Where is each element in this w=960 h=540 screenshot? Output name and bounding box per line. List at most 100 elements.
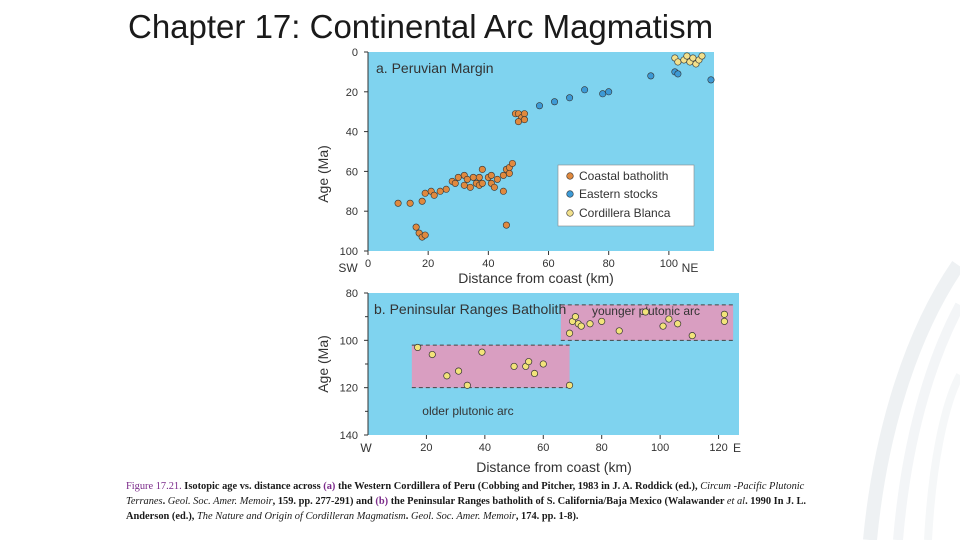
- caption-italic: Circum -Pacific Plutonic Terranes: [126, 481, 805, 507]
- pluton-age-point: [615, 327, 623, 335]
- y-tick-label: 80: [346, 206, 358, 218]
- x-tick-label: 20: [422, 258, 434, 270]
- caption-italic: et al: [726, 496, 746, 507]
- coastal-batholith-point: [508, 159, 516, 167]
- pluton-age-point: [443, 372, 451, 380]
- eastern-stocks-point: [707, 76, 715, 84]
- coastal-batholith-point: [487, 171, 495, 179]
- coastal-batholith-point: [442, 185, 450, 193]
- pluton-age-point: [577, 322, 585, 330]
- pluton-age-point: [566, 381, 574, 389]
- pluton-age-point: [525, 358, 533, 366]
- cordillera-blanca-point: [683, 52, 691, 60]
- caption-text: the Peninsular Ranges batholith of S. Ca…: [388, 496, 727, 507]
- caption-text: the Western Cordillera of Peru (Cobbing …: [335, 481, 701, 492]
- x-tick-label: 40: [482, 258, 494, 270]
- pluton-age-point: [598, 317, 606, 325]
- pluton-age-point: [414, 343, 422, 351]
- legend-label-coastal: Coastal batholith: [579, 169, 668, 183]
- chart-b-x-label: Distance from coast (km): [476, 459, 632, 475]
- x-tick-label: 40: [479, 442, 491, 454]
- coastal-batholith-point: [412, 223, 420, 231]
- pluton-age-point: [455, 367, 463, 375]
- caption-italic: Geol. Soc. Amer. Memoir: [167, 496, 273, 507]
- coastal-batholith-point: [421, 231, 429, 239]
- coastal-batholith-point: [469, 173, 477, 181]
- chart-b-x-ticks: 20 40 60 80 100 120: [420, 435, 728, 454]
- y-tick-label: 40: [346, 127, 358, 139]
- caption-panel-a-ref: (a): [323, 481, 336, 492]
- x-tick-label: 0: [365, 258, 371, 270]
- figure-caption: Figure 17.21. Isotopic age vs. distance …: [126, 479, 838, 524]
- chart-b-y-label: Age (Ma): [315, 335, 331, 393]
- coastal-batholith-point: [451, 179, 459, 187]
- chart-a-points: [394, 52, 715, 241]
- coastal-batholith-point: [514, 118, 522, 126]
- pluton-age-point: [688, 332, 696, 340]
- legend-marker-blanca: [566, 209, 574, 217]
- x-tick-label: 80: [596, 442, 608, 454]
- x-tick-label: 100: [651, 442, 669, 454]
- cordillera-blanca-point: [674, 58, 682, 66]
- decorative-curves: [863, 261, 960, 540]
- pluton-age-point: [674, 320, 682, 328]
- caption-italic: The Nature and Origin of Cordilleran Mag…: [197, 511, 406, 522]
- coastal-batholith-point: [499, 171, 507, 179]
- y-tick-label: 20: [346, 87, 358, 99]
- chart-b-y-ticks: 80 100 120 140: [340, 288, 368, 442]
- coastal-batholith-point: [418, 197, 426, 205]
- x-tick-label: 120: [709, 442, 727, 454]
- y-tick-label: 140: [340, 430, 358, 442]
- caption-text: Isotopic age vs. distance across: [181, 481, 324, 492]
- coastal-batholith-point: [520, 110, 528, 118]
- chart-a-legend: Coastal batholith Eastern stocks Cordill…: [557, 164, 695, 227]
- caption-text: .: [405, 511, 411, 522]
- pluton-age-point: [720, 317, 728, 325]
- coastal-batholith-point: [502, 221, 510, 229]
- pluton-age-point: [641, 308, 650, 316]
- eastern-stocks-point: [674, 70, 682, 78]
- coastal-batholith-point: [454, 173, 462, 181]
- chart-b-end-left: W: [360, 441, 372, 455]
- chart-a-end-left: SW: [338, 261, 358, 275]
- caption-text: . 1990 In J. L. Anderson (ed.),: [126, 496, 806, 522]
- caption-text: , 159. pp. 277-291) and: [272, 496, 376, 507]
- pluton-age-point: [478, 348, 486, 356]
- x-tick-label: 100: [660, 258, 678, 270]
- pluton-age-point: [539, 360, 547, 368]
- x-tick-label: 60: [542, 258, 554, 270]
- legend-marker-coastal: [566, 172, 574, 180]
- pluton-age-point: [720, 310, 728, 318]
- cordillera-blanca-point: [689, 54, 697, 62]
- chart-a-end-right: NE: [682, 261, 699, 275]
- pluton-age-point: [571, 313, 579, 321]
- eastern-stocks-point: [551, 98, 559, 106]
- coastal-batholith-point: [430, 191, 438, 199]
- y-tick-label: 60: [346, 166, 358, 178]
- y-tick-label: 80: [346, 288, 358, 300]
- coastal-batholith-point: [421, 189, 429, 197]
- chart-b: b. Peninsular Ranges Batholith younger p…: [315, 288, 741, 475]
- pluton-age-point: [463, 381, 471, 389]
- legend-label-blanca: Cordillera Blanca: [579, 206, 671, 220]
- eastern-stocks-point: [605, 88, 613, 96]
- coastal-batholith-point: [475, 173, 483, 181]
- pluton-age-point: [530, 369, 539, 378]
- x-tick-label: 80: [603, 258, 615, 270]
- chart-b-points: [414, 308, 728, 389]
- pluton-age-point: [428, 350, 436, 359]
- pluton-age-point: [659, 322, 667, 330]
- eastern-stocks-point: [599, 90, 607, 98]
- coastal-batholith-point: [478, 165, 486, 173]
- coastal-batholith-point: [478, 179, 486, 187]
- y-tick-label: 120: [340, 383, 358, 395]
- chart-a-title: a. Peruvian Margin: [376, 60, 494, 76]
- coastal-batholith-point: [505, 169, 513, 177]
- coastal-batholith-point: [466, 183, 474, 191]
- pluton-age-point: [665, 315, 673, 323]
- coastal-batholith-point: [406, 199, 414, 207]
- chart-a-y-ticks: 0 20 40 60 80 100: [340, 47, 368, 258]
- eastern-stocks-point: [535, 102, 543, 110]
- chart-a-x-ticks: 0 20 40 60 80 100: [365, 251, 678, 270]
- pluton-age-point: [566, 329, 574, 337]
